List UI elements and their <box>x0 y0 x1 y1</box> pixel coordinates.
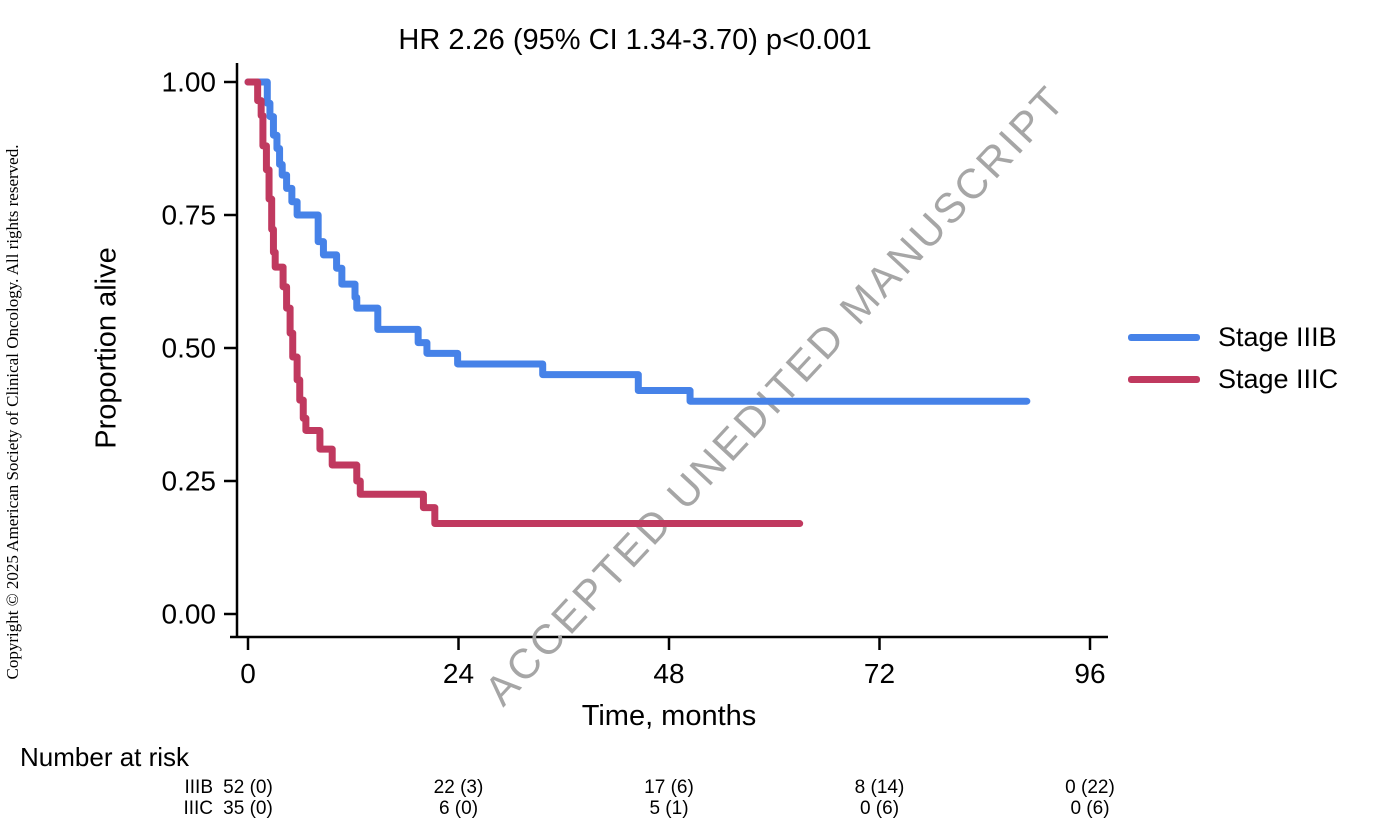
risk-cell: 0 (22) <box>1065 777 1115 798</box>
x-tick-label: 48 <box>653 658 684 689</box>
risk-cell: 0 (6) <box>859 798 900 819</box>
y-tick-label: 0.00 <box>162 599 217 630</box>
survival-curve-stage-iiic <box>244 78 804 528</box>
y-tick-label: 0.75 <box>162 200 217 231</box>
x-tick-label: 72 <box>864 658 895 689</box>
y-tick-label: 1.00 <box>162 67 217 98</box>
y-tick-label: 0.25 <box>162 466 217 497</box>
risk-row-label-iiib: IIIB <box>184 777 213 798</box>
legend-label-stage-iiic: Stage IIIC <box>1218 363 1339 394</box>
number-at-risk-heading: Number at risk <box>20 742 190 772</box>
x-tick-label: 0 <box>240 658 256 689</box>
risk-cell: 6 (0) <box>438 798 479 819</box>
risk-cell: 52 (0) <box>223 777 273 798</box>
stage-iiib-line-swatch <box>1128 333 1200 341</box>
y-axis-title: Proportion alive <box>90 247 123 449</box>
x-axis-title: Time, months <box>581 700 757 732</box>
chart-title: HR 2.26 (95% CI 1.34-3.70) p<0.001 <box>398 24 872 56</box>
x-tick-label: 96 <box>1074 658 1105 689</box>
x-tick-label: 24 <box>443 658 474 689</box>
risk-row-label-iiic: IIIC <box>183 798 213 819</box>
legend-label-stage-iiib: Stage IIIB <box>1218 321 1337 352</box>
watermark-text: ACCEPTED UNEDITED MANUSCRIPT <box>475 76 1074 714</box>
legend: Stage IIIB Stage IIIC <box>1128 316 1378 400</box>
survival-curve-stage-iiib <box>244 78 1031 405</box>
risk-cell: 22 (3) <box>433 777 484 798</box>
risk-cell: 8 (14) <box>854 777 905 798</box>
risk-cell: 0 (6) <box>1070 798 1110 819</box>
legend-item-stage-iiic: Stage IIIC <box>1128 358 1378 400</box>
y-tick-label: 0.50 <box>162 333 217 364</box>
stage-iiic-line-swatch <box>1128 375 1200 383</box>
legend-item-stage-iiib: Stage IIIB <box>1128 316 1378 358</box>
risk-cell: 17 (6) <box>644 777 694 798</box>
risk-cell: 35 (0) <box>223 798 273 819</box>
risk-cell: 5 (1) <box>649 798 689 819</box>
